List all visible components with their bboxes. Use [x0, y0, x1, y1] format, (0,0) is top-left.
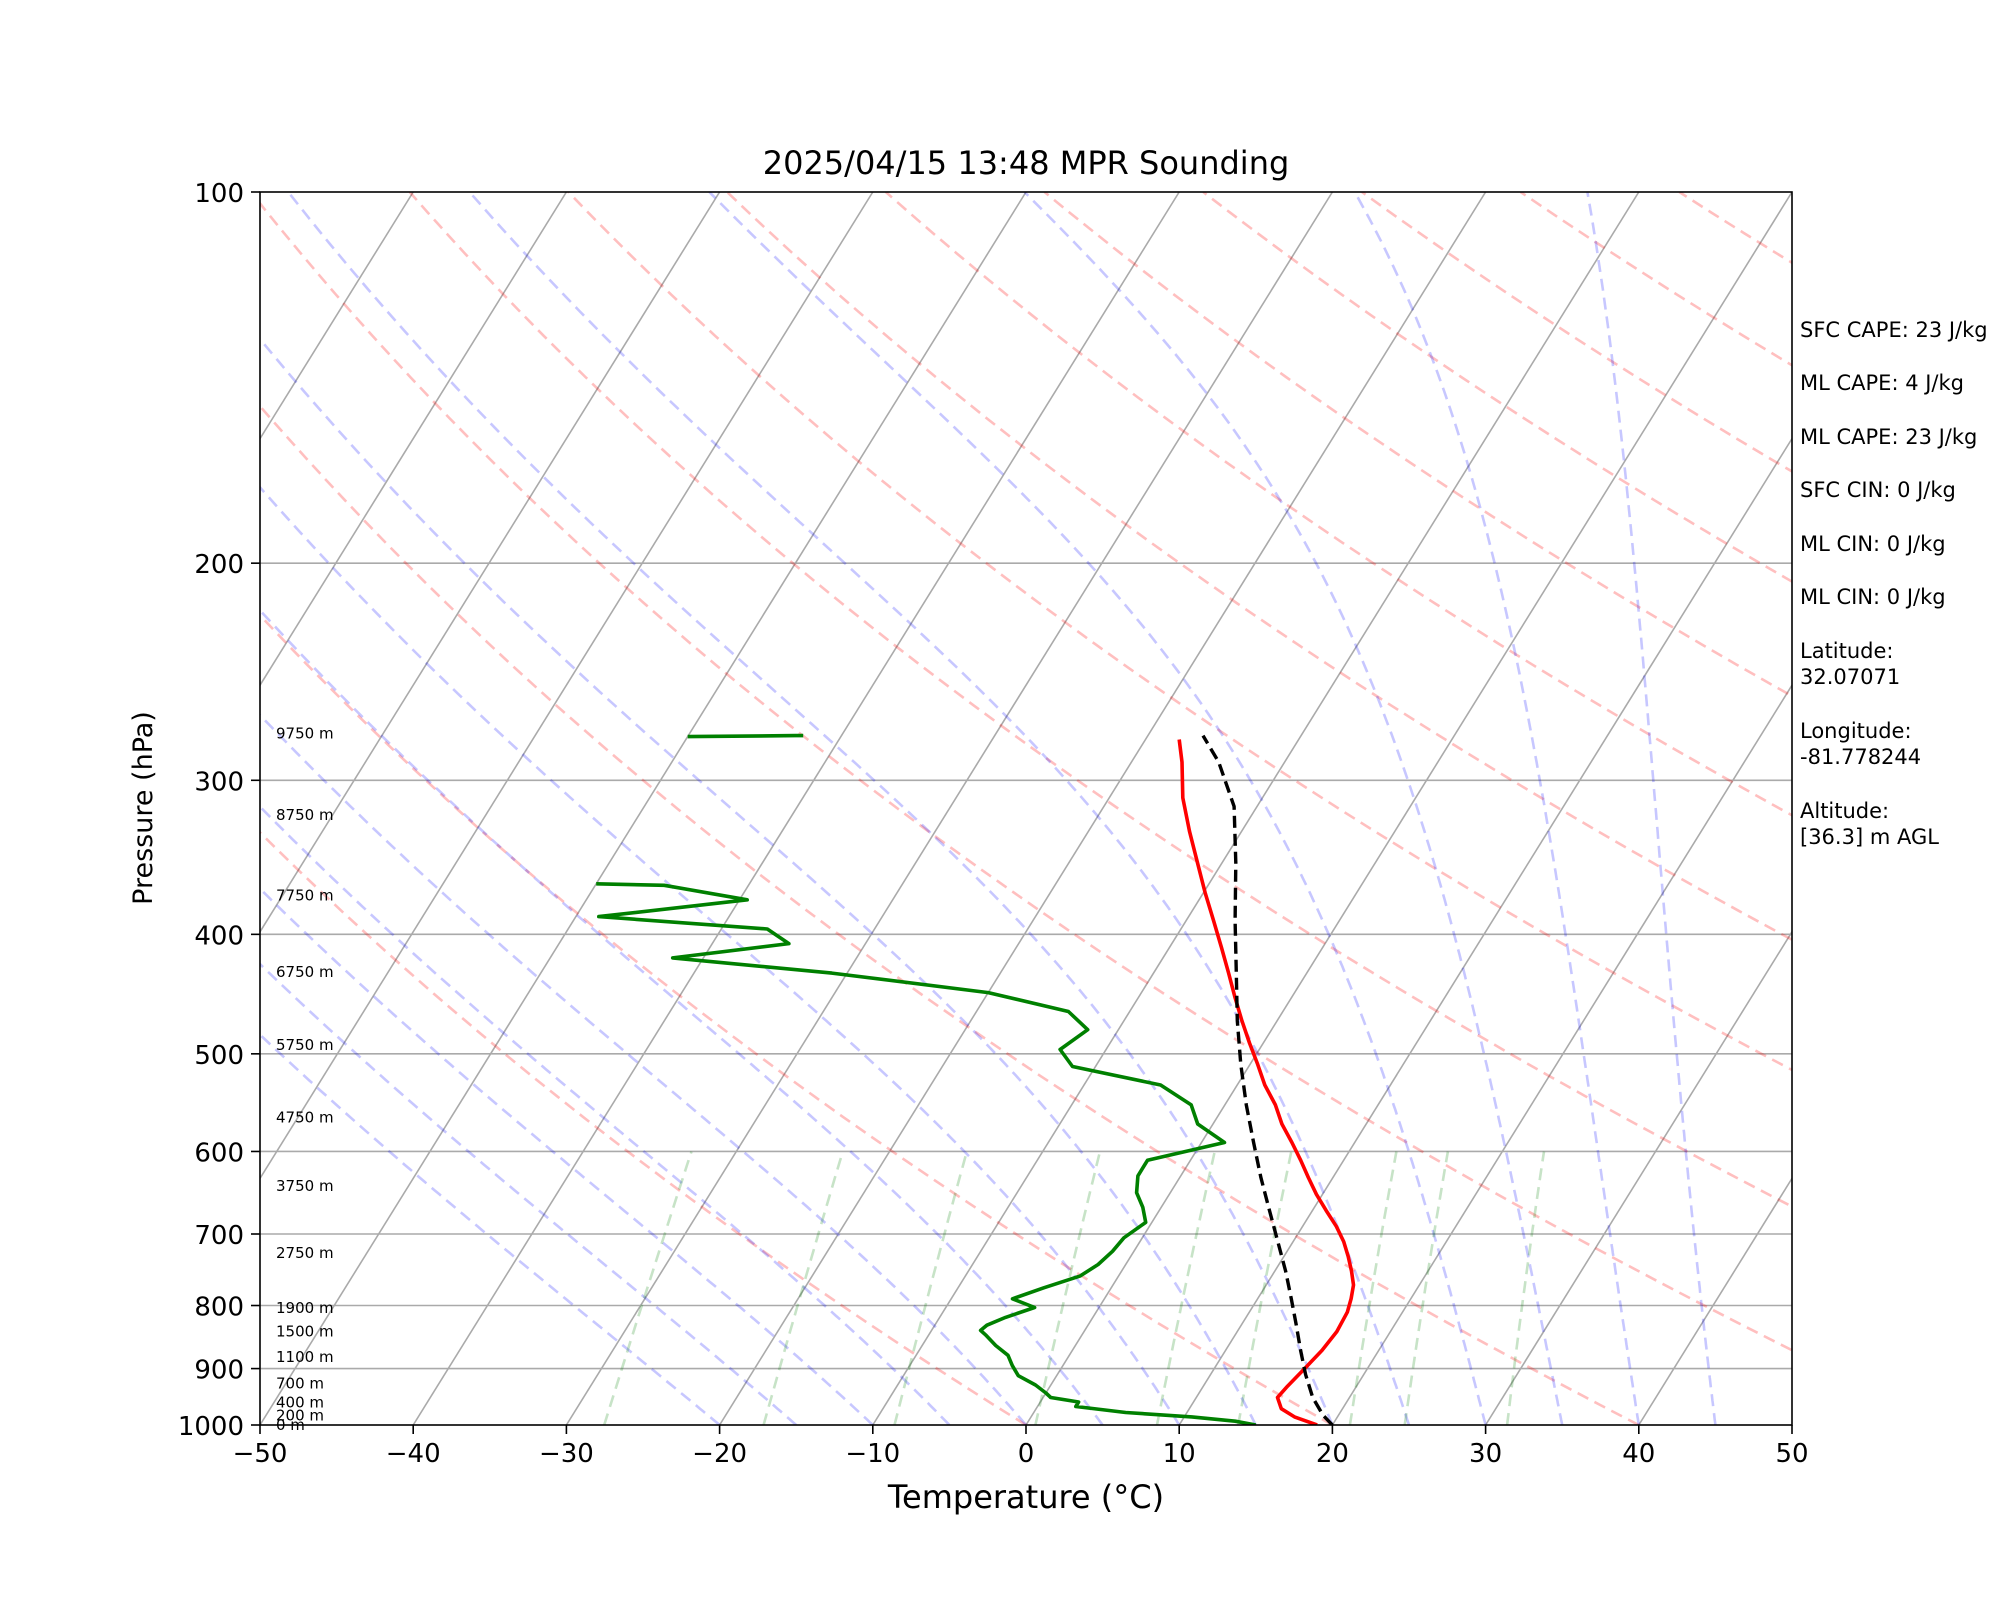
height-label: 3750 m	[276, 1177, 334, 1195]
y-axis-ticks: 100 200 300 400 500 600 700 800 900 1000	[178, 179, 260, 1442]
height-label: 9750 m	[276, 725, 334, 743]
height-label: 1500 m	[276, 1323, 334, 1341]
mixing-ratio-line	[1405, 1152, 1448, 1426]
height-label: 1100 m	[276, 1348, 334, 1366]
moist-adiabat-line	[0, 192, 720, 1425]
y-tick-label: 600	[194, 1138, 244, 1168]
isotherm-line	[566, 192, 1332, 1425]
x-tick-label: −20	[692, 1439, 747, 1469]
height-label: 6750 m	[276, 963, 334, 981]
ml-cin-text: ML CIN: 0 J/kg	[1800, 531, 1946, 557]
y-tick-label: 1000	[178, 1412, 244, 1442]
mixing-ratio-line	[1157, 1152, 1215, 1426]
sfc-cin-text: SFC CIN: 0 J/kg	[1800, 477, 1956, 503]
x-tick-label: 10	[1163, 1439, 1196, 1469]
y-tick-label: 200	[194, 550, 244, 580]
height-label: 4750 m	[276, 1108, 334, 1126]
y-tick-label: 500	[194, 1041, 244, 1071]
altitude-text: Altitude: [36.3] m AGL	[1800, 798, 1939, 850]
x-tick-label: 30	[1469, 1439, 1502, 1469]
isotherm-line	[0, 192, 107, 1425]
x-tick-label: −50	[233, 1439, 288, 1469]
isotherm-line	[873, 192, 1639, 1425]
isotherm-line	[413, 192, 1179, 1425]
isotherm-line	[260, 192, 1026, 1425]
moist-adiabat-line	[1587, 192, 1715, 1425]
isotherm-line	[1026, 192, 1792, 1425]
mixing-ratio-line	[1350, 1152, 1397, 1426]
height-label: 2750 m	[276, 1244, 334, 1262]
moist-adiabat-line	[288, 192, 1332, 1425]
longitude-text: Longitude: -81.778244	[1800, 718, 1921, 770]
mixing-ratio-line	[895, 1152, 967, 1426]
moist-adiabats	[0, 192, 1715, 1425]
y-tick-label: 700	[194, 1221, 244, 1251]
mixing-ratio-line	[1507, 1152, 1544, 1426]
moist-adiabat-line	[0, 192, 1103, 1425]
isotherm-line	[720, 192, 1486, 1425]
x-axis-label: Temperature (°C)	[887, 1478, 1164, 1516]
height-label: 1900 m	[276, 1299, 334, 1317]
height-label: 8750 m	[276, 806, 334, 824]
latitude-text: Latitude: 32.07071	[1800, 638, 1900, 690]
ml-cape-text: ML CAPE: 4 J/kg	[1800, 370, 1964, 396]
x-tick-label: 20	[1316, 1439, 1349, 1469]
isotherm-line	[0, 192, 720, 1425]
y-tick-label: 400	[194, 921, 244, 951]
dewpoint-profile-line	[596, 884, 1256, 1425]
height-label: 700 m	[276, 1374, 324, 1392]
dewpoint-upper-profile-line	[688, 736, 804, 737]
parcel-profile-line	[1203, 736, 1332, 1425]
y-tick-label: 800	[194, 1293, 244, 1323]
ml-cape-text-2: ML CAPE: 23 J/kg	[1800, 424, 1977, 450]
x-tick-label: −40	[386, 1439, 441, 1469]
moist-adiabat-line	[1355, 192, 1639, 1425]
mixing-ratio-line	[764, 1152, 843, 1426]
y-tick-label: 100	[194, 179, 244, 209]
x-axis-ticks: −50 −40 −30 −20 −10 0 10 20 30 40 50	[233, 1425, 1809, 1469]
sfc-cape-text: SFC CAPE: 23 J/kg	[1800, 317, 1988, 343]
temperature-profile-line	[1179, 740, 1353, 1426]
dry-adiabat-line	[410, 192, 2000, 1425]
y-tick-label: 300	[194, 767, 244, 797]
dry-adiabat-line	[251, 192, 1945, 1425]
chart-title: 2025/04/15 13:48 MPR Sounding	[763, 144, 1290, 182]
x-tick-label: −10	[845, 1439, 900, 1469]
ml-cin-text-2: ML CIN: 0 J/kg	[1800, 584, 1946, 610]
moist-adiabat-line	[709, 192, 1485, 1425]
x-tick-label: −30	[539, 1439, 594, 1469]
height-label: 400 m	[276, 1394, 324, 1412]
x-tick-label: 40	[1622, 1439, 1655, 1469]
height-label: 5750 m	[276, 1036, 334, 1054]
mixing-ratio-line	[604, 1152, 691, 1426]
height-label: 7750 m	[276, 886, 334, 904]
x-tick-label: 0	[1018, 1439, 1035, 1469]
x-tick-label: 50	[1775, 1439, 1808, 1469]
y-axis-label: Pressure (hPa)	[128, 711, 159, 905]
y-tick-label: 900	[194, 1356, 244, 1386]
